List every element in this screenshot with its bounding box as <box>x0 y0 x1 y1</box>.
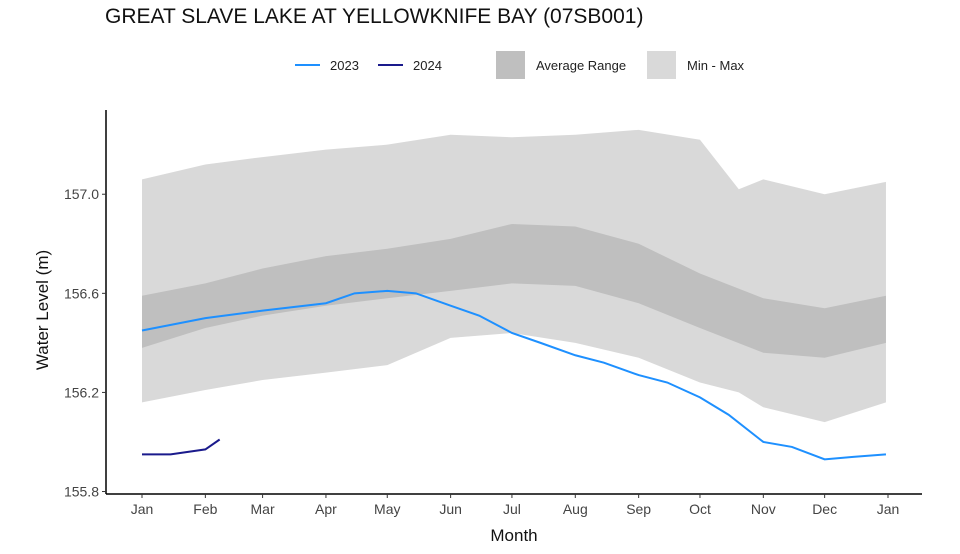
series-line-2023 <box>141 289 887 461</box>
y-tick-label: 156.2 <box>64 384 99 400</box>
x-tick-label: Oct <box>689 501 711 517</box>
legend-swatch-2024 <box>378 64 403 66</box>
legend-label: 2023 <box>330 57 359 73</box>
x-tick-label: Feb <box>193 501 217 517</box>
y-tick-label: 155.8 <box>64 484 99 500</box>
x-tick-label: Jan <box>877 501 900 517</box>
x-tick-label: Sep <box>626 501 651 517</box>
legend-min-max: Min - Max <box>647 51 745 79</box>
chart-title: GREAT SLAVE LAKE AT YELLOWKNIFE BAY (07S… <box>105 5 644 28</box>
legend-2024: 2024 <box>378 52 442 78</box>
x-tick-label: Jan <box>131 501 154 517</box>
legend-label: Min - Max <box>687 57 745 73</box>
band-average-range <box>142 223 886 358</box>
y-axis-label: Water Level (m) <box>33 250 52 370</box>
x-tick-label: Apr <box>315 501 337 517</box>
y-tick-label: 156.6 <box>64 285 99 301</box>
y-tick-label: 157.0 <box>64 186 99 202</box>
x-tick-label: Jul <box>503 501 521 517</box>
legend-label: 2024 <box>413 57 442 73</box>
legend-2023: 2023 <box>295 52 359 78</box>
x-tick-label: May <box>374 501 400 517</box>
x-tick-label: Aug <box>563 501 588 517</box>
legend-swatch-2023 <box>295 64 320 66</box>
legend-swatch-minmax <box>647 51 676 79</box>
x-tick-label: Jun <box>439 501 462 517</box>
legend-label: Average Range <box>536 57 627 73</box>
x-tick-label: Mar <box>251 501 275 517</box>
legend-average-range: Average Range <box>496 51 627 79</box>
x-axis-label: Month <box>490 526 537 545</box>
x-tick-label: Dec <box>812 501 837 517</box>
series-line-2024 <box>142 438 221 456</box>
x-tick-label: Nov <box>751 501 776 517</box>
legend-swatch-average <box>496 51 525 79</box>
